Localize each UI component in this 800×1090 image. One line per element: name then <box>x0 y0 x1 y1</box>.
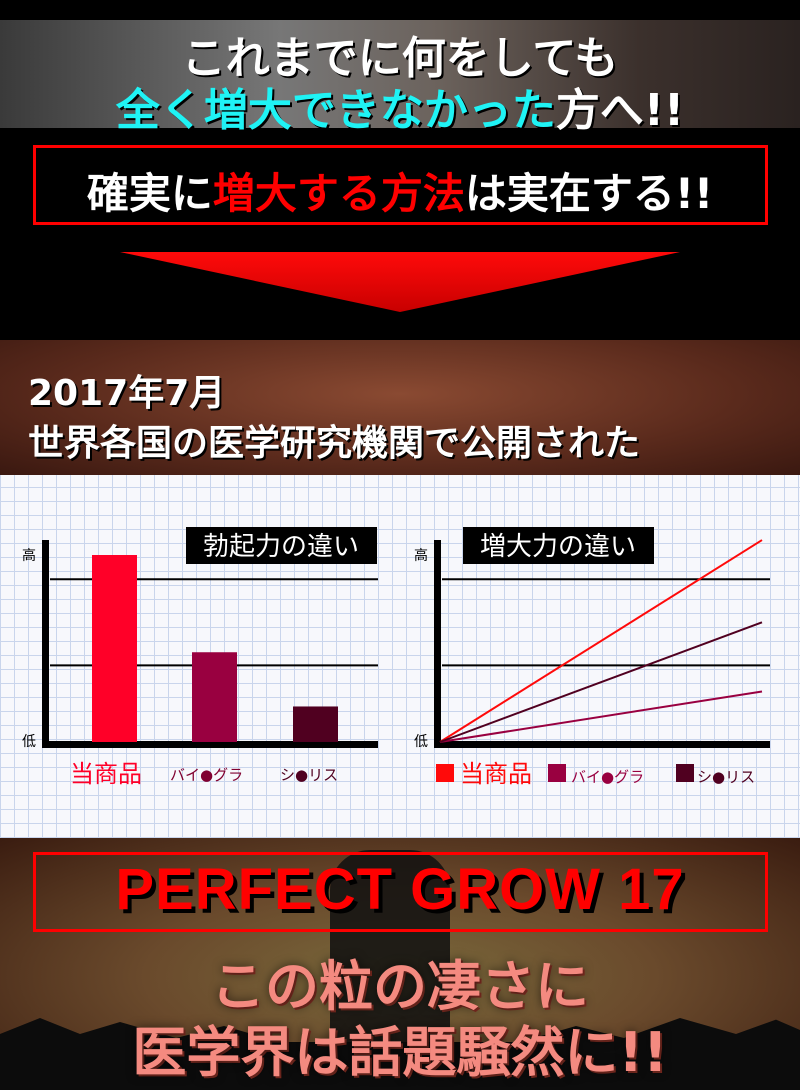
research-banner <box>0 340 800 475</box>
hero-banner <box>0 20 800 128</box>
y-label-low: 低 <box>22 734 36 750</box>
claim-highlight: 増大する方法 <box>212 169 465 218</box>
speaker-silhouette <box>330 850 450 1050</box>
legend-label-0: 当商品 <box>460 760 532 788</box>
bar-label-1: バイ●グラ <box>170 766 243 784</box>
claim-part3: は実在する!! <box>464 169 714 218</box>
y-label-low: 低 <box>414 734 428 750</box>
chart-title-box <box>186 527 377 564</box>
bar-2 <box>293 706 338 742</box>
y-axis <box>42 540 49 748</box>
legend-swatch-1 <box>548 764 566 782</box>
down-arrow-icon <box>120 252 680 312</box>
bar-0 <box>92 555 137 742</box>
series-line-0 <box>439 539 763 743</box>
legend-label-1: バイ●グラ <box>571 768 644 786</box>
hero-rest: 方へ!! <box>555 85 685 136</box>
y-label-high: 高 <box>22 547 36 564</box>
series-line-1 <box>439 690 763 743</box>
chart-title-box <box>463 527 654 564</box>
y-label-high: 高 <box>414 547 428 564</box>
x-axis <box>42 741 378 748</box>
product-name: PERFECT GROW 17 <box>115 857 685 922</box>
product-line1: この粒の凄さに <box>211 955 589 1018</box>
series-line-2 <box>439 621 763 743</box>
bar-label-0: 当商品 <box>70 760 142 788</box>
y-axis <box>434 540 441 748</box>
bar-1 <box>192 652 237 742</box>
chart-area: 高低 勃起力の違い当商品 バイ●グラ シ●リス 高低 増大力の違い当商品 バイ●グラ シ●リス <box>0 475 800 838</box>
legend-swatch-0 <box>436 764 454 782</box>
product-line2: 医学界は話題騒然に!! <box>132 1021 668 1084</box>
legend-label-2: シ●リス <box>697 768 755 786</box>
chart-title: 勃起力の違い <box>203 532 359 562</box>
bar-label-2: シ●リス <box>280 766 338 784</box>
product-box <box>33 852 768 932</box>
chart-title: 増大力の違い <box>480 532 636 562</box>
research-subtitle: 世界各国の医学研究機関で公開された <box>28 423 641 464</box>
legend-swatch-2 <box>676 764 694 782</box>
hero-line2: 全く増大できなかった方へ!! <box>0 74 800 138</box>
claim-box <box>33 145 768 225</box>
x-axis <box>434 741 770 748</box>
hero-highlight: 全く増大できなかった <box>115 85 556 136</box>
claim-text: 確実に増大する方法は実在する!! <box>0 160 800 221</box>
research-date: 2017年7月 <box>28 373 226 414</box>
claim-part1: 確実に <box>86 169 213 218</box>
hero-line1: これまでに何をしても <box>181 33 619 84</box>
